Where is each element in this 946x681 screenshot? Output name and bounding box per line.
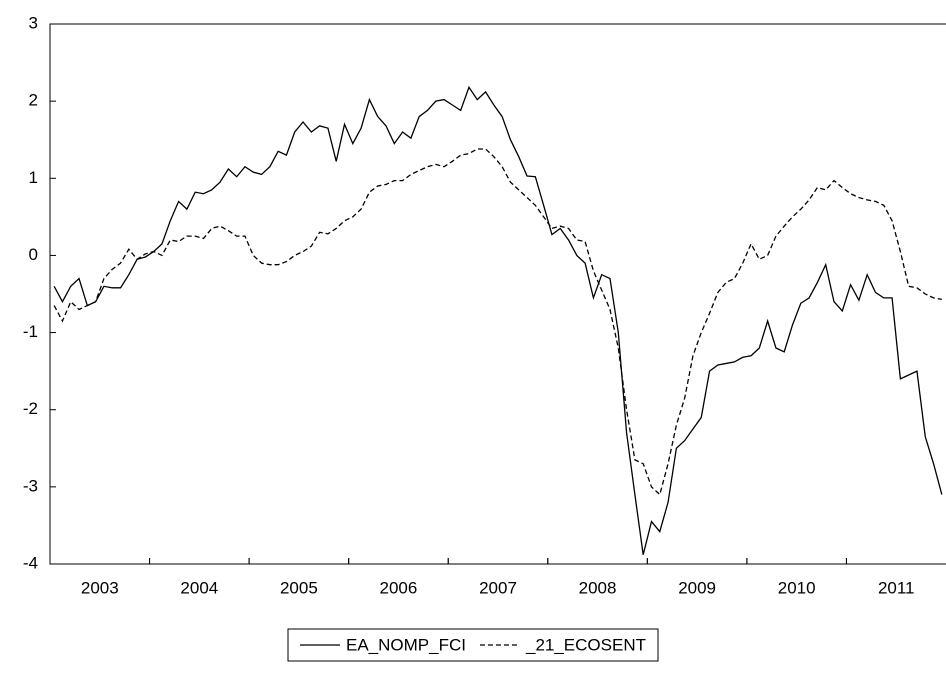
x-tick-label: 2008: [579, 578, 617, 597]
y-tick-label: -3: [23, 476, 38, 495]
y-tick-label: 1: [29, 168, 38, 187]
x-tick-label: 2009: [678, 578, 716, 597]
legend-label: EA_NOMP_FCI: [346, 635, 466, 654]
y-tick-label: 0: [29, 245, 38, 264]
x-tick-label: 2004: [180, 578, 218, 597]
legend: EA_NOMP_FCI _21_ECOSENT: [287, 628, 659, 662]
x-tick-label: 2005: [280, 578, 318, 597]
legend-box: [287, 628, 659, 662]
series-line: [53, 85, 943, 555]
y-tick-label: -2: [23, 399, 38, 418]
y-tick-label: -1: [23, 322, 38, 341]
y-tick-label: 2: [29, 91, 38, 110]
x-tick-label: 2007: [479, 578, 517, 597]
x-tick-label: 2006: [380, 578, 418, 597]
legend-label: _21_ECOSENT: [525, 635, 646, 654]
x-tick-label: 2010: [778, 578, 816, 597]
x-tick-label: 2003: [81, 578, 119, 597]
series-line: [53, 148, 942, 496]
x-tick-label: 2011: [878, 578, 915, 597]
y-tick-label: 3: [29, 13, 38, 32]
y-tick-label: -4: [23, 553, 38, 572]
plot-frame: [49, 23, 946, 565]
